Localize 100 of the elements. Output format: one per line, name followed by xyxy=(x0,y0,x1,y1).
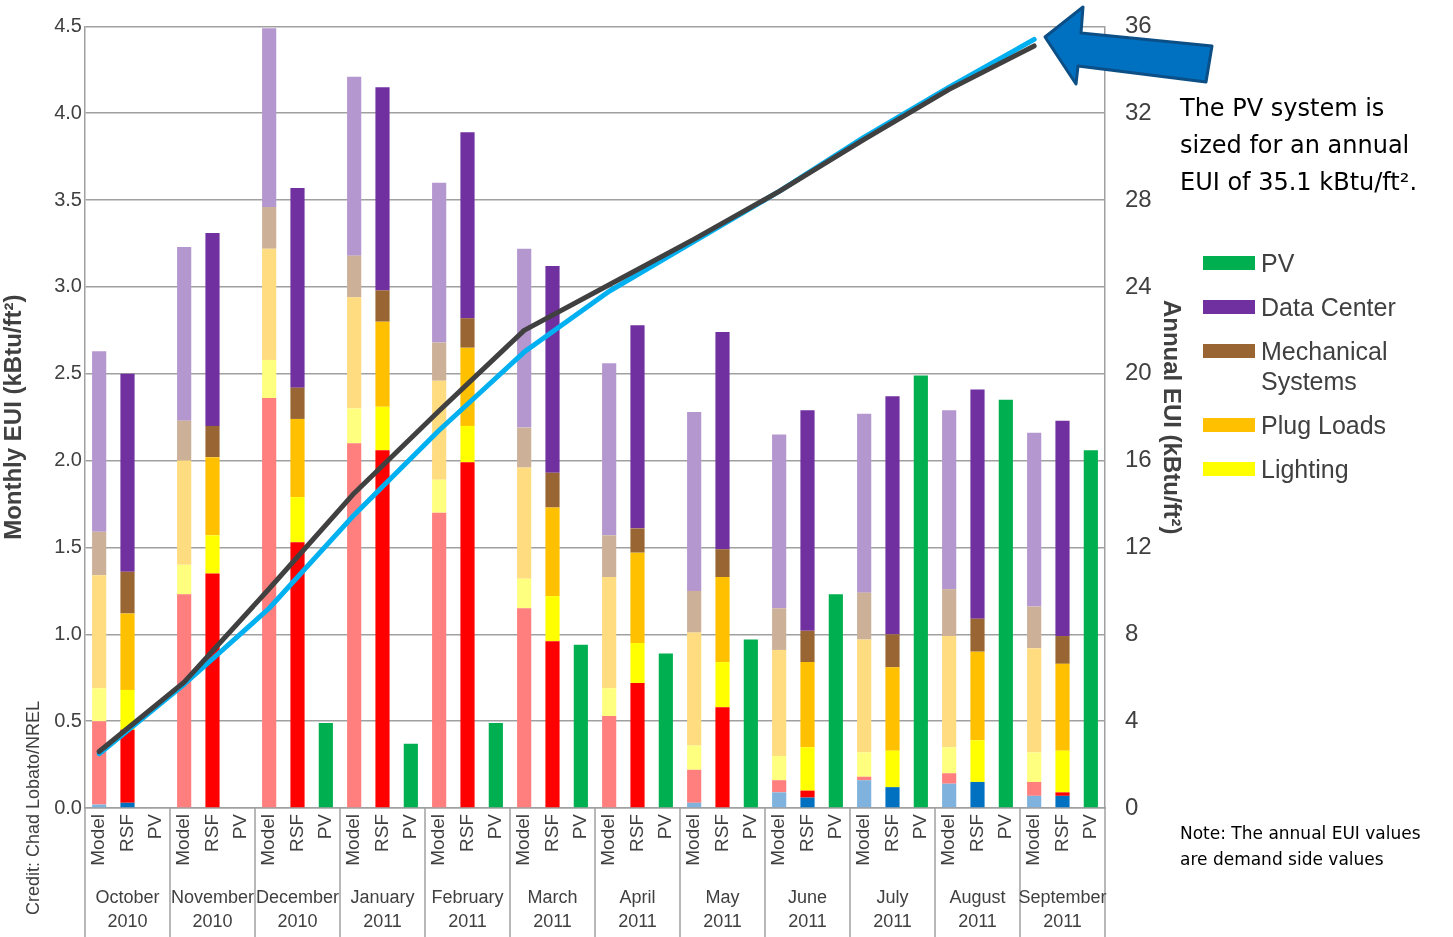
legend-label: Data Center xyxy=(1261,292,1396,322)
y-tick-label: 0.5 xyxy=(54,708,82,731)
bar xyxy=(205,425,220,458)
y-tick-label: 2.5 xyxy=(54,361,82,384)
bar xyxy=(262,398,277,808)
bar xyxy=(375,87,390,291)
bar xyxy=(715,707,730,808)
bar xyxy=(800,790,815,798)
bar xyxy=(658,653,673,808)
bar xyxy=(460,462,475,808)
x-tick-label: PV xyxy=(654,813,676,840)
x-tick-label: PV xyxy=(569,813,591,840)
x-tick-label: Model xyxy=(257,814,279,866)
bar xyxy=(630,528,645,553)
bar xyxy=(375,321,390,407)
x-tick-label: Model xyxy=(87,814,109,866)
bar xyxy=(828,594,843,808)
bar xyxy=(715,576,730,663)
bar xyxy=(602,576,617,689)
x-tick-label: Model xyxy=(512,814,534,866)
bar xyxy=(630,682,645,808)
bar xyxy=(772,755,787,781)
bar xyxy=(432,342,447,381)
text: December 2010 xyxy=(255,886,340,931)
bar xyxy=(800,662,815,748)
bar xyxy=(262,248,277,360)
bar xyxy=(517,578,532,609)
text: February 2011 xyxy=(431,886,504,931)
bar xyxy=(885,396,900,635)
x-tick-label: RSF xyxy=(115,814,137,852)
bar xyxy=(1027,432,1042,607)
bar xyxy=(290,387,305,419)
bar xyxy=(885,634,900,668)
bar xyxy=(687,632,702,746)
text: June 2011 xyxy=(787,886,828,931)
bar xyxy=(517,427,532,468)
bar xyxy=(517,608,532,808)
x-tick-label: PV xyxy=(229,813,251,840)
x-tick-label: RSF xyxy=(455,814,477,852)
bar xyxy=(1083,450,1098,808)
bar xyxy=(375,290,390,322)
bar xyxy=(1055,420,1070,637)
y2-tick-label: 16 xyxy=(1125,445,1152,473)
x-tick-label: RSF xyxy=(540,814,562,852)
bar xyxy=(857,639,872,753)
x-tick-label: PV xyxy=(824,813,846,840)
bar xyxy=(120,373,135,572)
x-tick-label: PV xyxy=(399,813,421,840)
y-tick-label: 2.0 xyxy=(54,448,82,471)
y2-tick-label: 28 xyxy=(1125,184,1152,212)
bar xyxy=(92,721,107,805)
bar xyxy=(942,783,957,808)
x-tick-label: RSF xyxy=(625,814,647,852)
bar xyxy=(177,594,192,808)
text: January 2011 xyxy=(350,886,415,931)
y2-axis-title: Annual EUI (kBtu/ft²) xyxy=(1158,299,1186,535)
x-tick-label: Model xyxy=(852,814,874,866)
y-axis-title: Monthly EUI (kBtu/ft²) xyxy=(0,294,27,540)
bar xyxy=(913,375,928,808)
bar xyxy=(970,740,985,782)
bar xyxy=(970,651,985,741)
bar xyxy=(120,802,135,808)
bar xyxy=(120,729,135,803)
bar xyxy=(545,472,560,508)
bar xyxy=(92,575,107,689)
bar xyxy=(318,722,333,808)
bar xyxy=(942,773,957,784)
bar xyxy=(772,608,787,650)
x-tick-label: Model xyxy=(767,814,789,866)
bar xyxy=(602,715,617,808)
bar xyxy=(715,332,730,550)
bar xyxy=(885,787,900,808)
bar xyxy=(630,552,645,643)
bar xyxy=(772,780,787,793)
bar xyxy=(347,443,362,808)
bar xyxy=(942,636,957,748)
bar xyxy=(743,639,758,808)
y2-tick-label: 12 xyxy=(1125,532,1152,560)
bar xyxy=(772,649,787,756)
bar xyxy=(432,479,447,513)
bar xyxy=(177,460,192,565)
bar xyxy=(942,589,957,637)
text: September 2011 xyxy=(1018,886,1107,931)
bar xyxy=(998,399,1013,808)
bar xyxy=(517,248,532,428)
text: October 2010 xyxy=(95,886,160,931)
bar xyxy=(772,434,787,609)
bar xyxy=(262,359,277,399)
bar xyxy=(177,564,192,595)
text: Credit: Chad Lobato/NREL xyxy=(22,699,44,915)
bar xyxy=(800,797,815,808)
x-tick-label: RSF xyxy=(710,814,732,852)
bar xyxy=(687,590,702,633)
bar xyxy=(347,408,362,444)
bar xyxy=(857,413,872,593)
bar xyxy=(800,410,815,631)
x-tick-label: RSF xyxy=(285,814,307,852)
legend-label: Plug Loads xyxy=(1261,410,1387,440)
y2-tick-label: 32 xyxy=(1125,97,1152,125)
y2-tick-label: 4 xyxy=(1125,705,1139,733)
